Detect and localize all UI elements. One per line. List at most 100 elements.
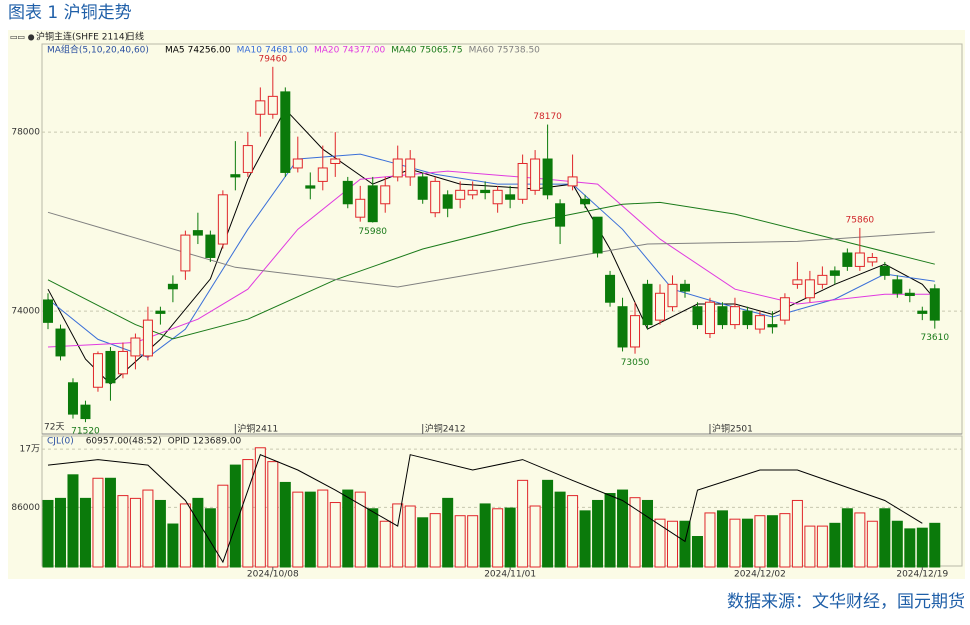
- candle-body: [580, 198, 591, 205]
- volume-bar: [567, 495, 579, 568]
- high-label: 75860: [846, 215, 875, 225]
- volume-bar: [104, 477, 116, 568]
- candle-body: [917, 310, 928, 314]
- volume-bar: [267, 461, 279, 568]
- candle-body: [929, 288, 940, 321]
- toolbar-symbol: 沪铜主连(SHFE 2114): [36, 31, 128, 43]
- volume-bar: [841, 508, 853, 568]
- volume-bar: [154, 499, 166, 568]
- volume-bar: [492, 508, 504, 568]
- volume-bar: [804, 525, 816, 568]
- volume-bar: [92, 477, 104, 568]
- candle-body: [242, 145, 253, 173]
- span-label: 72天: [44, 423, 64, 433]
- y-tick-label: 17万: [20, 445, 40, 455]
- candle-body: [667, 283, 678, 308]
- volume-bar: [716, 510, 728, 568]
- volume-bar: [142, 489, 154, 568]
- volume-bar: [304, 491, 316, 568]
- candle-body: [142, 319, 153, 357]
- volume-bar: [379, 520, 391, 568]
- candle-body: [892, 279, 903, 294]
- candle-body: [630, 315, 641, 348]
- y-tick-label: 86000: [11, 503, 40, 513]
- volume-bar: [404, 505, 416, 568]
- source-note: 数据来源：文华财经，国元期货: [727, 592, 965, 612]
- volume-bar: [279, 481, 291, 568]
- volume-bar: [179, 503, 191, 568]
- candle-body: [192, 230, 203, 236]
- candle-body: [67, 382, 78, 415]
- contract-label: 沪铜2411: [237, 423, 278, 435]
- volume-bar: [854, 512, 866, 568]
- candle-body: [742, 310, 753, 326]
- contract-label: 沪铜2412: [425, 423, 466, 435]
- candle-body: [55, 328, 66, 357]
- candle-body: [405, 158, 416, 178]
- volume-bar: [667, 520, 678, 568]
- line-series: [47, 211, 935, 288]
- volume-bar: [517, 479, 529, 568]
- candle-body: [904, 292, 915, 297]
- x-tick-label: 2024/12/19: [896, 570, 948, 580]
- legend-value: 74681.00: [265, 46, 308, 56]
- volume-bar: [891, 520, 903, 568]
- volume-bar: [429, 513, 441, 568]
- candle-body: [679, 283, 690, 292]
- volume-bar: [392, 503, 404, 568]
- y-tick-label: 74000: [11, 307, 40, 317]
- volume-bar: [866, 520, 878, 568]
- page-title: 图表 1 沪铜走势: [8, 3, 132, 23]
- candle-body: [655, 292, 666, 321]
- candle-body: [717, 306, 728, 326]
- candle-body: [417, 176, 428, 200]
- candle-body: [829, 270, 840, 276]
- volume-bar: [916, 527, 928, 568]
- volume-bar: [467, 515, 479, 568]
- volume-bar: [67, 474, 79, 568]
- candle-body: [180, 234, 191, 272]
- low-label: 73610: [920, 333, 949, 343]
- volume-bar: [317, 489, 329, 568]
- candle-body: [879, 265, 890, 276]
- high-label: 79460: [258, 54, 287, 64]
- candle-body: [530, 158, 541, 191]
- candle-body: [517, 162, 528, 200]
- volume-bar: [729, 518, 741, 568]
- low-label: 71520: [71, 427, 100, 437]
- volume-bar: [929, 522, 941, 568]
- volume-bar: [117, 495, 129, 568]
- volume-bar: [791, 499, 803, 568]
- volume-bar: [816, 525, 828, 568]
- legend-value: 75065.75: [420, 46, 463, 56]
- candle-body: [205, 234, 216, 258]
- candle-body: [779, 297, 790, 321]
- legend-name: MA20: [314, 46, 340, 56]
- legend-value: 60957.00(48:52): [86, 437, 162, 447]
- candle-body: [80, 404, 91, 420]
- candle-body: [330, 158, 341, 164]
- volume-bar: [766, 515, 778, 568]
- volume-bar: [654, 518, 666, 568]
- candle-body: [380, 185, 391, 205]
- candle-body: [43, 299, 53, 323]
- volume-bar: [354, 491, 366, 568]
- candle-body: [804, 279, 815, 299]
- candle-body: [305, 185, 316, 189]
- toolbar-icons: ▭▭ ●: [10, 33, 35, 42]
- toolbar-period[interactable]: 日线: [126, 31, 144, 43]
- volume-bar: [642, 499, 654, 568]
- candle-body: [267, 95, 278, 115]
- volume-bar: [204, 508, 216, 568]
- candle-body: [592, 216, 603, 254]
- candle-body: [130, 337, 141, 357]
- volume-bar: [42, 499, 54, 568]
- volume-bar: [242, 459, 254, 568]
- candle-body: [817, 274, 828, 285]
- volume-bar: [54, 497, 66, 568]
- volume-bar: [504, 507, 516, 568]
- volume-bar: [192, 497, 204, 568]
- volume-bar: [604, 493, 616, 568]
- volume-bar: [754, 515, 766, 568]
- candle-body: [217, 194, 228, 245]
